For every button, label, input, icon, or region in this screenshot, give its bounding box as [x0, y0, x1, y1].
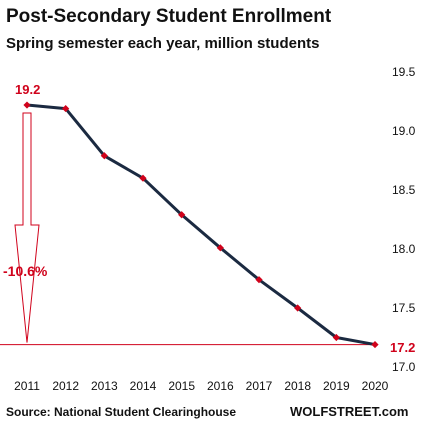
- x-tick-label: 2018: [284, 379, 311, 393]
- data-point: [332, 333, 340, 342]
- x-axis-ticks: 2011 2012 2013 2014 2015 2016 2017 2018 2019 2020: [14, 379, 389, 393]
- data-point: [23, 101, 31, 109]
- data-point: [371, 340, 379, 349]
- marker-layer: [23, 101, 379, 349]
- data-point: [139, 174, 147, 182]
- y-tick-label: 17.0: [392, 360, 416, 374]
- percent-change-label: -10.6%: [3, 263, 48, 279]
- start-value-label: 19.2: [15, 82, 40, 97]
- x-tick-label: 2019: [323, 379, 350, 393]
- chart-title: Post-Secondary Student Enrollment: [6, 6, 332, 27]
- data-point: [216, 244, 224, 252]
- x-tick-label: 2020: [362, 379, 389, 393]
- data-point: [178, 211, 186, 219]
- x-tick-label: 2015: [168, 379, 195, 393]
- y-tick-label: 19.0: [392, 124, 416, 138]
- x-tick-label: 2011: [14, 379, 40, 393]
- y-tick-label: 18.5: [392, 183, 416, 197]
- y-tick-label: 19.5: [392, 65, 416, 79]
- series-line: [26, 103, 376, 347]
- series-layer: [26, 103, 376, 347]
- y-tick-label: 18.0: [392, 242, 416, 256]
- y-tick-label: 17.5: [392, 301, 416, 315]
- x-tick-label: 2014: [130, 379, 157, 393]
- x-tick-label: 2017: [246, 379, 273, 393]
- source-note: Source: National Student Clearinghouse: [6, 405, 236, 419]
- data-point: [100, 152, 108, 160]
- y-axis-ticks: 17.0 17.5 18.0 18.5 19.0 19.5: [392, 65, 416, 374]
- end-value-label: 17.2: [390, 340, 415, 355]
- x-tick-label: 2016: [207, 379, 234, 393]
- brand-label: WOLFSTREET.com: [290, 404, 408, 419]
- decline-arrow: [14, 112, 40, 343]
- reference-layer: [0, 112, 375, 346]
- chart-subtitle: Spring semester each year, million stude…: [6, 35, 319, 52]
- data-point: [294, 304, 302, 312]
- x-tick-label: 2013: [91, 379, 118, 393]
- data-point: [255, 276, 263, 284]
- data-point: [62, 104, 70, 113]
- x-tick-label: 2012: [52, 379, 79, 393]
